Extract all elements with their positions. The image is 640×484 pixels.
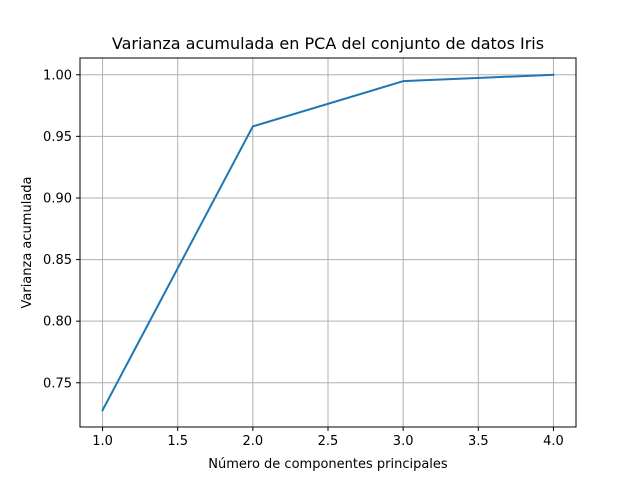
chart-title: Varianza acumulada en PCA del conjunto d… xyxy=(112,34,544,53)
x-axis-ticks: 1.0 1.5 2.0 2.5 3.0 3.5 4.0 xyxy=(92,427,564,449)
x-axis-label: Número de componentes principales xyxy=(208,457,448,472)
y-tick-label: 0.95 xyxy=(43,130,72,145)
y-tick-label: 1.00 xyxy=(43,68,72,83)
x-tick-label: 2.0 xyxy=(243,434,264,449)
x-tick-label: 1.5 xyxy=(167,434,188,449)
y-axis-label: Varianza acumulada xyxy=(20,177,35,309)
x-tick-label: 4.0 xyxy=(543,434,564,449)
y-tick-label: 0.75 xyxy=(43,376,72,391)
x-tick-label: 3.0 xyxy=(393,434,414,449)
y-tick-label: 0.80 xyxy=(43,315,72,330)
y-tick-label: 0.85 xyxy=(43,253,72,268)
x-tick-label: 3.5 xyxy=(468,434,489,449)
grid xyxy=(80,58,576,427)
y-axis-ticks: 0.75 0.80 0.85 0.90 0.95 1.00 xyxy=(43,68,80,391)
x-tick-label: 2.5 xyxy=(318,434,339,449)
y-tick-label: 0.90 xyxy=(43,191,72,206)
x-tick-label: 1.0 xyxy=(92,434,113,449)
